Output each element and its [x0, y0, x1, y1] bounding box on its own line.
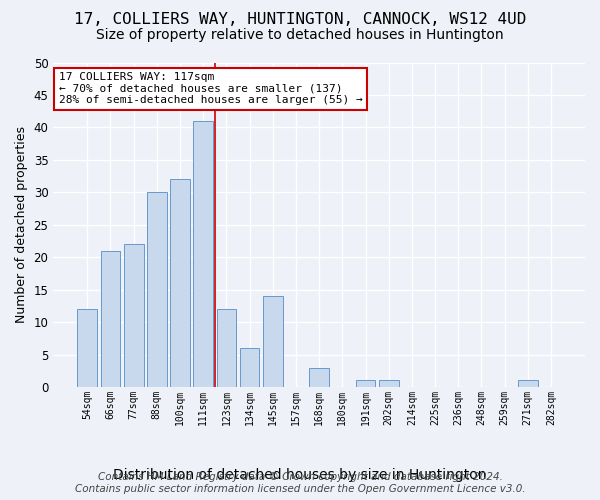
Bar [518, 380, 538, 387]
Text: 17, COLLIERS WAY, HUNTINGTON, CANNOCK, WS12 4UD: 17, COLLIERS WAY, HUNTINGTON, CANNOCK, W… [74, 12, 526, 28]
Bar [217, 309, 236, 387]
Bar [356, 380, 376, 387]
Bar [124, 244, 143, 387]
Text: Contains HM Land Registry data © Crown copyright and database right 2024.
Contai: Contains HM Land Registry data © Crown c… [74, 472, 526, 494]
Bar [309, 368, 329, 387]
Bar [263, 296, 283, 387]
Text: Size of property relative to detached houses in Huntington: Size of property relative to detached ho… [96, 28, 504, 42]
Text: Distribution of detached houses by size in Huntington: Distribution of detached houses by size … [113, 468, 487, 481]
Y-axis label: Number of detached properties: Number of detached properties [15, 126, 28, 323]
Text: 17 COLLIERS WAY: 117sqm
← 70% of detached houses are smaller (137)
28% of semi-d: 17 COLLIERS WAY: 117sqm ← 70% of detache… [59, 72, 362, 106]
Bar [240, 348, 259, 387]
Bar [147, 192, 167, 387]
Bar [193, 121, 213, 387]
Bar [77, 309, 97, 387]
Bar [101, 250, 121, 387]
Bar [170, 180, 190, 387]
Bar [379, 380, 398, 387]
